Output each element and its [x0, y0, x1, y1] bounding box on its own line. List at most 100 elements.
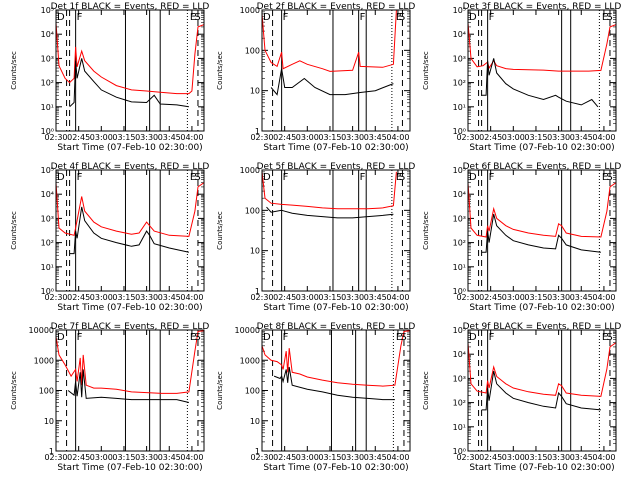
x-tick-label: 03:45	[570, 453, 593, 462]
x-tick-label: 02:30	[456, 453, 479, 462]
y-ticks: 1 10 100 1000	[240, 166, 410, 296]
x-tick-label: 03:30	[547, 453, 570, 462]
y-tick-label: 10000	[29, 326, 54, 335]
panel-title: Det 5f BLACK = Events, RED = LLD	[257, 162, 416, 172]
y-tick-label: 10⁴	[453, 190, 466, 199]
x-tick-label: 04:00	[386, 293, 409, 302]
flag-label: F	[489, 172, 495, 183]
x-tick-label: 04:00	[180, 453, 203, 462]
event-lines	[66, 170, 199, 291]
x-ticks: 02:30 02:45 03:00 03:15 03:30 03:45 04:00	[44, 10, 203, 142]
flag-label: F	[77, 332, 83, 343]
detector-panel-2: Det 2f BLACK = Events, RED = LLD Counts/s…	[216, 2, 415, 153]
y-tick-label: 10⁴	[453, 30, 466, 39]
y-tick-label: 10³	[453, 54, 466, 63]
series-events-line	[270, 68, 394, 96]
x-tick-label: 03:15	[112, 453, 135, 462]
x-tick-label: 04:00	[180, 293, 203, 302]
detector-panel-1: Det 1f BLACK = Events, RED = LLD Counts/s…	[10, 2, 209, 153]
x-tick-label: 03:15	[112, 133, 135, 142]
plot-frame	[55, 9, 205, 132]
y-tick-label: 10³	[41, 214, 54, 223]
flag-labels: D F ES	[469, 12, 613, 23]
flag-label: D	[469, 172, 477, 183]
y-tick-label: 10²	[41, 79, 54, 88]
series-events-line	[69, 58, 189, 108]
y-axis-label: Counts/sec	[422, 211, 430, 250]
x-tick-label: 04:00	[592, 293, 615, 302]
x-tick-label: 03:30	[135, 453, 158, 462]
series-events-line	[69, 206, 190, 255]
x-tick-label: 03:45	[158, 293, 181, 302]
series-group	[262, 171, 397, 219]
x-axis-label: Start Time (07-Feb-10 02:30:00)	[57, 143, 202, 153]
detector-panel-7: Det 7f BLACK = Events, RED = LLD Counts/s…	[10, 322, 209, 473]
detector-panel-5: Det 5f BLACK = Events, RED = LLD Counts/s…	[216, 162, 415, 313]
flag-label: S	[606, 12, 612, 23]
y-axis-label: Counts/sec	[216, 51, 224, 90]
series-group	[56, 182, 204, 255]
flag-labels: D F ES	[57, 12, 201, 23]
y-tick-label: 100	[245, 206, 260, 215]
plot-frame	[261, 9, 411, 132]
panel-title: Det 3f BLACK = Events, RED = LLD	[463, 2, 622, 12]
y-axis-label: Counts/sec	[216, 211, 224, 250]
series-events-line	[273, 366, 395, 401]
x-axis-label: Start Time (07-Feb-10 02:30:00)	[57, 303, 202, 313]
y-ticks: 10⁰ 10¹ 10² 10³ 10⁴ 10⁵	[41, 166, 204, 296]
flag-label: D	[263, 12, 271, 23]
flag-label: S	[606, 172, 612, 183]
y-tick-label: 100	[39, 387, 54, 396]
detector-panel-3: Det 3f BLACK = Events, RED = LLD Counts/s…	[422, 2, 621, 153]
flag-labels: D F ES	[57, 172, 201, 183]
x-tick-label: 03:30	[341, 453, 364, 462]
series-lld-line	[262, 171, 397, 210]
series-lld-line	[56, 182, 204, 237]
flag-label: D	[263, 172, 271, 183]
x-tick-label: 03:30	[547, 133, 570, 142]
y-tick-label: 10	[250, 417, 260, 426]
flag-label: S	[606, 332, 612, 343]
series-events-line	[481, 370, 601, 411]
flag-label: F	[283, 332, 289, 343]
flag-labels: D F ES	[57, 332, 201, 343]
y-tick-label: 1	[255, 127, 260, 136]
flag-labels: D F ES	[469, 172, 613, 183]
y-tick-label: 1	[255, 287, 260, 296]
y-tick-label: 10²	[453, 399, 466, 408]
x-tick-label: 03:45	[570, 133, 593, 142]
event-lines	[272, 170, 403, 291]
y-tick-label: 10¹	[453, 263, 466, 272]
x-tick-label: 04:00	[386, 133, 409, 142]
y-tick-label: 10⁰	[453, 287, 466, 296]
y-tick-label: 10¹	[41, 263, 54, 272]
plot-frame	[55, 169, 205, 292]
x-ticks: 02:30 02:45 03:00 03:15 03:30 03:45 04:00	[44, 330, 203, 462]
y-tick-label: 10³	[41, 54, 54, 63]
x-tick-label: 03:30	[135, 133, 158, 142]
x-tick-label: 03:30	[135, 293, 158, 302]
x-tick-label: 03:15	[318, 453, 341, 462]
event-lines	[478, 330, 611, 451]
plot-frame	[467, 9, 617, 132]
event-lines	[272, 330, 405, 451]
flag-label: E	[190, 332, 196, 343]
y-tick-label: 10⁰	[453, 127, 466, 136]
series-group	[468, 342, 616, 411]
series-lld-line	[262, 330, 410, 387]
y-tick-label: 10	[44, 417, 54, 426]
x-tick-label: 04:00	[592, 133, 615, 142]
x-tick-label: 02:45	[479, 133, 502, 142]
y-axis-label: Counts/sec	[216, 371, 224, 410]
x-tick-label: 03:45	[158, 453, 181, 462]
y-tick-label: 10⁵	[453, 326, 466, 335]
detector-panel-9: Det 9f BLACK = Events, RED = LLD Counts/s…	[422, 322, 621, 473]
flag-label: E	[602, 332, 608, 343]
plot-frame	[261, 169, 411, 292]
series-events-line	[481, 213, 601, 253]
y-tick-label: 1000	[240, 6, 260, 15]
series-lld-line	[468, 22, 616, 72]
x-tick-label: 02:30	[44, 453, 67, 462]
flag-label: F	[283, 172, 289, 183]
